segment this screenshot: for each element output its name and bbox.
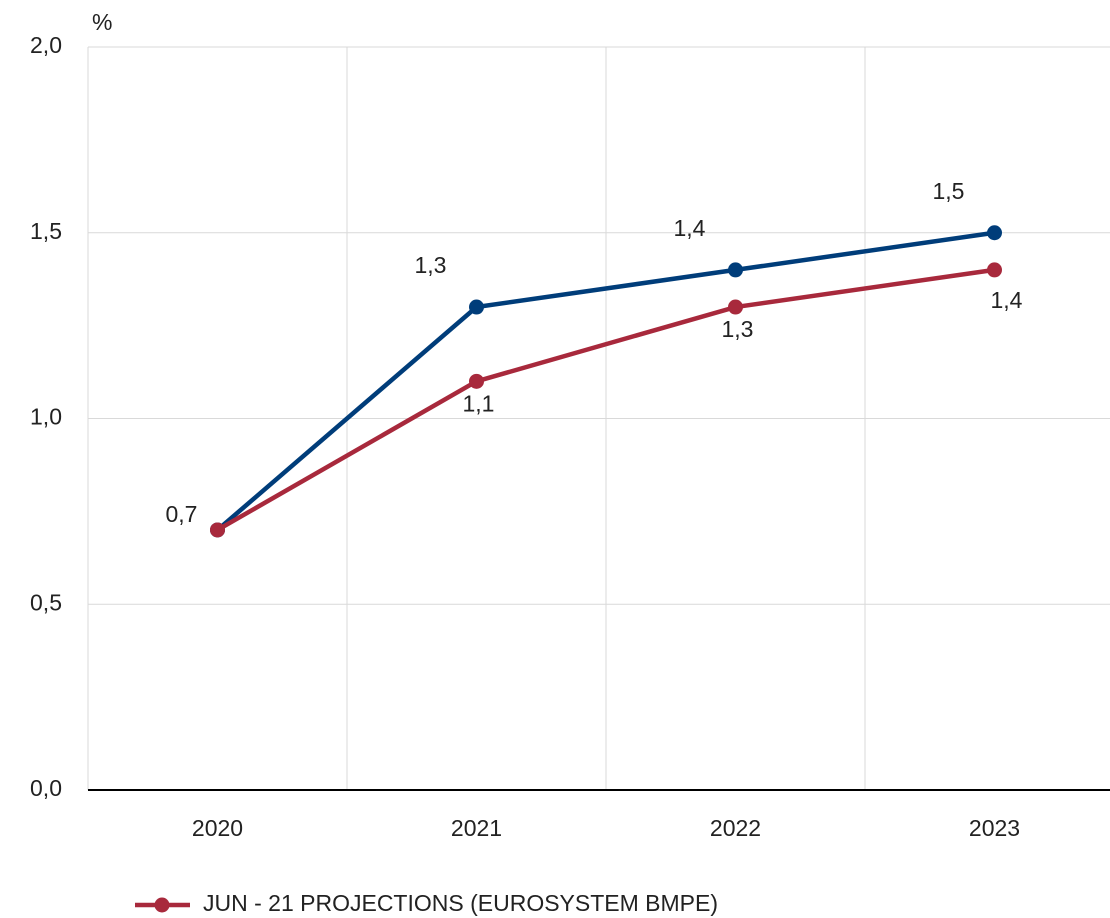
data-label: 1,4	[674, 215, 706, 241]
y-axis-label: %	[92, 9, 112, 35]
data-point	[987, 225, 1002, 241]
data-point	[728, 262, 743, 278]
data-point	[987, 262, 1002, 278]
legend-label: JUN - 21 PROJECTIONS (EUROSYSTEM BMPE)	[203, 890, 718, 916]
x-tick-label: 2022	[710, 815, 761, 841]
data-label: 1,4	[991, 287, 1023, 313]
x-tick-label: 2023	[969, 815, 1020, 841]
legend-dot	[154, 897, 170, 913]
data-label: 1,3	[722, 316, 754, 342]
data-point	[469, 373, 484, 389]
x-tick-label: 2021	[451, 815, 502, 841]
y-tick-label: 1,5	[30, 218, 62, 244]
x-tick-label: 2020	[192, 815, 243, 841]
data-label: 1,5	[933, 178, 965, 204]
y-tick-label: 1,0	[30, 404, 62, 430]
data-label: 1,3	[415, 252, 447, 278]
y-tick-label: 0,0	[30, 775, 62, 801]
data-point	[728, 299, 743, 315]
y-tick-label: 2,0	[30, 32, 62, 58]
data-point	[210, 522, 225, 538]
data-point	[469, 299, 484, 315]
y-tick-label: 0,5	[30, 589, 62, 615]
series-line	[216, 230, 995, 532]
data-label: 1,1	[463, 390, 495, 416]
series-line	[216, 267, 995, 532]
data-label: 0,7	[166, 501, 198, 527]
